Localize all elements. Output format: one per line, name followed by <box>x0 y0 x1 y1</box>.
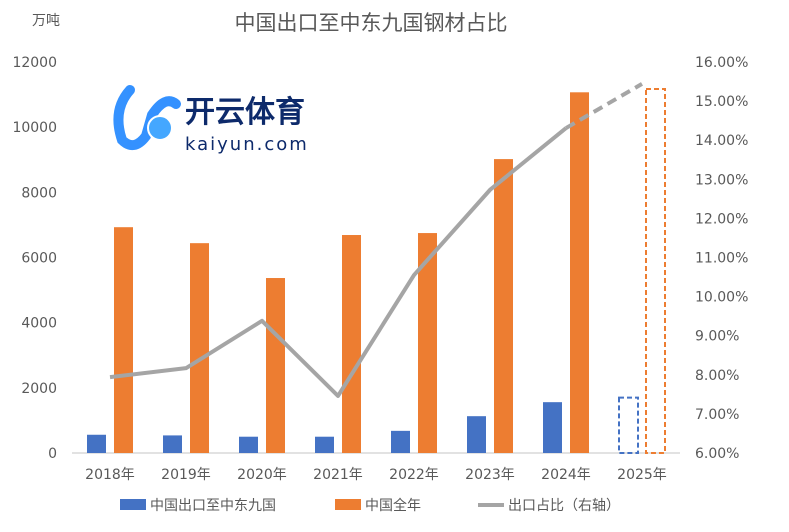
bar <box>342 235 361 453</box>
line-series-projected <box>564 82 644 130</box>
y-tick-label: 6000 <box>21 251 57 267</box>
watermark-logo <box>113 85 181 151</box>
bar <box>114 227 133 453</box>
watermark-subtext: kaiyun.com <box>185 134 309 155</box>
y2-tick-label: 7.00% <box>695 407 739 423</box>
y2-tick-label: 15.00% <box>695 94 748 110</box>
x-tick-label: 2024年 <box>541 467 591 483</box>
legend-swatch <box>120 499 146 510</box>
legend: 中国出口至中东九国 中国全年 出口占比（右轴） <box>120 497 620 514</box>
x-tick-label: 2022年 <box>389 467 439 483</box>
y-tick-label: 0 <box>48 446 57 462</box>
legend-label: 出口占比（右轴） <box>508 498 620 514</box>
x-tick-label: 2025年 <box>617 467 667 483</box>
y-tick-label: 12000 <box>12 55 57 71</box>
watermark-text: 开云体育 <box>185 95 305 130</box>
y-axis-label: 万吨 <box>32 13 60 29</box>
x-tick-label: 2020年 <box>237 467 287 483</box>
y-tick-label: 8000 <box>21 185 57 201</box>
chart-title: 中国出口至中东九国钢材占比 <box>235 11 508 35</box>
bar <box>494 159 513 453</box>
bar <box>163 435 182 453</box>
y2-tick-label: 12.00% <box>695 211 748 227</box>
y-tick-label: 4000 <box>21 316 57 332</box>
legend-swatch <box>335 499 361 510</box>
y-tick-label: 10000 <box>12 120 57 136</box>
x-tick-label: 2019年 <box>161 467 211 483</box>
legend-label: 中国出口至中东九国 <box>150 498 276 514</box>
y2-tick-label: 16.00% <box>695 55 748 71</box>
bar <box>391 430 410 453</box>
bar <box>315 436 334 453</box>
bar <box>239 436 258 453</box>
bar <box>266 278 285 453</box>
x-tick-label: 2023年 <box>465 467 515 483</box>
bar <box>543 402 562 453</box>
y2-tick-label: 9.00% <box>695 329 739 345</box>
bar-projected <box>618 396 639 455</box>
bar <box>87 434 106 453</box>
x-tick-label: 2021年 <box>313 467 363 483</box>
y2-tick-label: 11.00% <box>695 251 748 267</box>
bar <box>570 92 589 454</box>
bar <box>190 243 209 453</box>
x-tick-label: 2018年 <box>85 467 135 483</box>
y2-tick-label: 8.00% <box>695 368 739 384</box>
bar <box>467 416 486 453</box>
bar <box>418 233 437 453</box>
bar-projected <box>645 88 666 455</box>
y2-tick-label: 14.00% <box>695 133 748 149</box>
legend-label: 中国全年 <box>365 497 421 514</box>
y-tick-label: 2000 <box>21 381 57 397</box>
y2-tick-label: 6.00% <box>695 446 739 462</box>
y2-tick-label: 13.00% <box>695 172 748 188</box>
y2-tick-label: 10.00% <box>695 290 748 306</box>
